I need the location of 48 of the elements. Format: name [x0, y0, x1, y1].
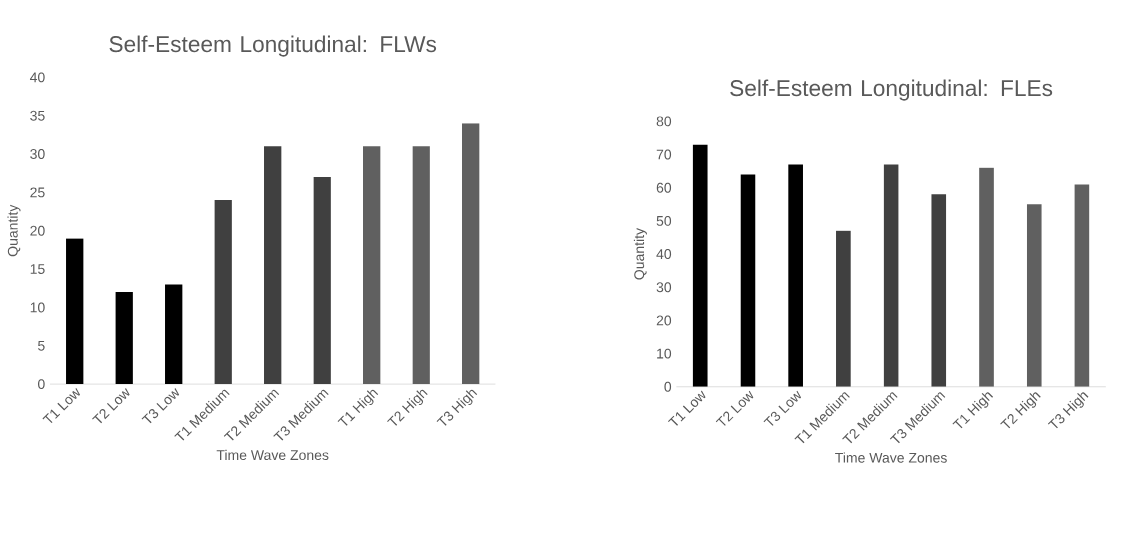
bar — [692, 144, 708, 387]
y-tick-label: 40 — [29, 72, 45, 83]
y-tick-label: 20 — [656, 315, 672, 326]
y-tick-label: 5 — [38, 340, 45, 351]
bar — [788, 164, 803, 387]
y-tick-label: 15 — [30, 264, 45, 275]
x-tick-label: T3 Low — [141, 388, 180, 424]
bar — [214, 200, 232, 385]
x-tick-label: T2 Low — [92, 388, 130, 424]
bar — [836, 230, 851, 387]
chart-title: Self-Esteem Longitudinal: FLWs — [109, 35, 437, 57]
y-tick-label: 30 — [656, 282, 672, 293]
y-tick-label: 30 — [30, 149, 45, 160]
y-tick-label: 20 — [30, 225, 45, 236]
y-tick-label: 0 — [38, 379, 45, 390]
bar — [1074, 184, 1090, 387]
bar — [363, 146, 381, 385]
y-tick-label: 25 — [30, 187, 45, 198]
x-tick-label: T1 High — [337, 389, 379, 426]
y-axis-title: Quantity — [633, 228, 647, 280]
bar — [1026, 204, 1042, 387]
y-tick-label: 80 — [656, 116, 672, 127]
bar — [462, 123, 480, 385]
y-tick-label: 70 — [656, 149, 672, 160]
y-tick-label: 60 — [656, 182, 672, 193]
bar — [412, 146, 430, 385]
bar — [883, 164, 899, 387]
bar — [115, 292, 133, 385]
bar — [931, 194, 947, 387]
y-axis-title: Quantity — [7, 204, 21, 257]
y-tick-label: 40 — [656, 249, 672, 260]
x-tick-label: T3 Low — [763, 390, 802, 426]
bar — [740, 174, 756, 387]
y-tick-label: 35 — [30, 110, 45, 121]
y-tick-label: 50 — [656, 216, 672, 226]
bar — [979, 167, 994, 387]
x-axis-title: Time Wave Zones — [835, 452, 947, 463]
x-tick-label: T1 Low — [42, 388, 81, 424]
bar — [313, 177, 331, 385]
bar — [165, 284, 183, 385]
x-tick-label: T2 Low — [715, 390, 754, 426]
y-tick-label: 10 — [30, 302, 45, 313]
y-tick-label: 10 — [657, 348, 672, 359]
bar — [264, 146, 282, 385]
y-tick-label: 0 — [664, 381, 672, 392]
chart-title: Self-Esteem Longitudinal: FLEs — [730, 79, 1053, 101]
bar — [66, 238, 84, 385]
x-axis-title: Time Wave Zones — [216, 449, 329, 461]
